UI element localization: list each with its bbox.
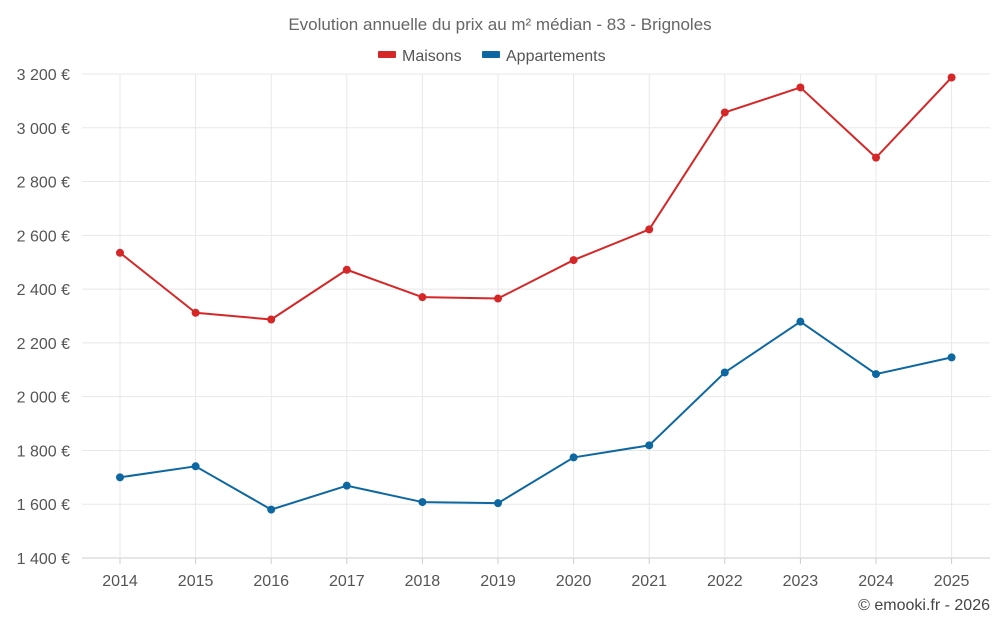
data-point-appartements-2025[interactable] [947,353,956,362]
data-point-maisons-2020[interactable] [569,256,578,265]
data-point-maisons-2015[interactable] [191,308,200,317]
x-tick-label: 2025 [934,573,970,590]
data-point-maisons-2021[interactable] [645,225,654,234]
grid [82,73,990,559]
legend: Maisons Appartements [378,48,606,65]
y-tick-label: 2 000 € [17,390,70,407]
data-point-appartements-2014[interactable] [116,473,124,482]
x-tick-label: 2014 [102,573,138,590]
data-point-maisons-2024[interactable] [872,153,880,162]
data-point-maisons-2025[interactable] [947,73,956,82]
y-tick-label: 3 000 € [17,121,70,138]
series-line-appartements [119,320,952,511]
y-tick-label: 1 600 € [17,497,70,514]
data-point-maisons-2019[interactable] [494,294,502,303]
legend-item-appartements[interactable]: Appartements [482,48,606,65]
data-point-maisons-2018[interactable] [418,293,427,302]
y-tick-label: 2 200 € [17,336,70,353]
x-tick-label: 2022 [707,573,743,590]
x-axis-ticks: 2014 2015 2016 2017 2018 2019 2020 2021 2022 2023… [102,558,969,590]
data-point-appartements-2024[interactable] [872,370,880,379]
data-point-appartements-2015[interactable] [191,462,200,471]
data-point-appartements-2022[interactable] [720,368,729,377]
x-tick-label: 2017 [329,573,365,590]
legend-swatch-maisons [378,51,396,58]
data-point-appartements-2017[interactable] [342,481,351,490]
data-point-appartements-2018[interactable] [418,498,427,507]
legend-label-appartements: Appartements [506,48,606,65]
data-point-maisons-2023[interactable] [796,83,805,92]
x-tick-label: 2018 [405,573,441,590]
y-tick-label: 1 800 € [17,443,70,460]
data-point-appartements-2019[interactable] [494,499,502,508]
x-tick-label: 2020 [556,573,592,590]
y-tick-label: 2 600 € [17,228,70,245]
data-point-appartements-2020[interactable] [569,453,578,462]
x-tick-label: 2023 [783,573,819,590]
legend-label-maisons: Maisons [402,48,462,65]
series-maisons [116,73,956,324]
data-point-appartements-2021[interactable] [645,441,654,450]
data-point-appartements-2023[interactable] [796,317,805,326]
data-point-appartements-2016[interactable] [267,505,276,514]
x-tick-label: 2024 [858,573,894,590]
data-point-maisons-2016[interactable] [267,315,276,324]
x-tick-label: 2015 [178,573,214,590]
legend-swatch-appartements [482,51,500,58]
y-axis-ticks: 1 400 € 1 600 € 1 800 € 2 000 € 2 200 € 2 400… [17,67,70,568]
x-tick-label: 2021 [631,573,667,590]
credit-text: © emooki.fr - 2026 [858,597,990,614]
data-point-maisons-2022[interactable] [720,108,729,117]
y-tick-label: 3 200 € [17,67,70,84]
y-tick-label: 1 400 € [17,551,70,568]
series-layer [116,73,956,514]
chart-title: Evolution annuelle du prix au m² médian … [288,15,711,34]
data-point-maisons-2017[interactable] [342,265,351,274]
y-tick-label: 2 400 € [17,282,70,299]
x-tick-label: 2016 [253,573,289,590]
legend-item-maisons[interactable]: Maisons [378,48,462,65]
x-tick-label: 2019 [480,573,516,590]
y-tick-label: 2 800 € [17,175,70,192]
series-line-maisons [119,76,953,321]
series-appartements [116,317,956,514]
data-point-maisons-2014[interactable] [116,248,124,257]
